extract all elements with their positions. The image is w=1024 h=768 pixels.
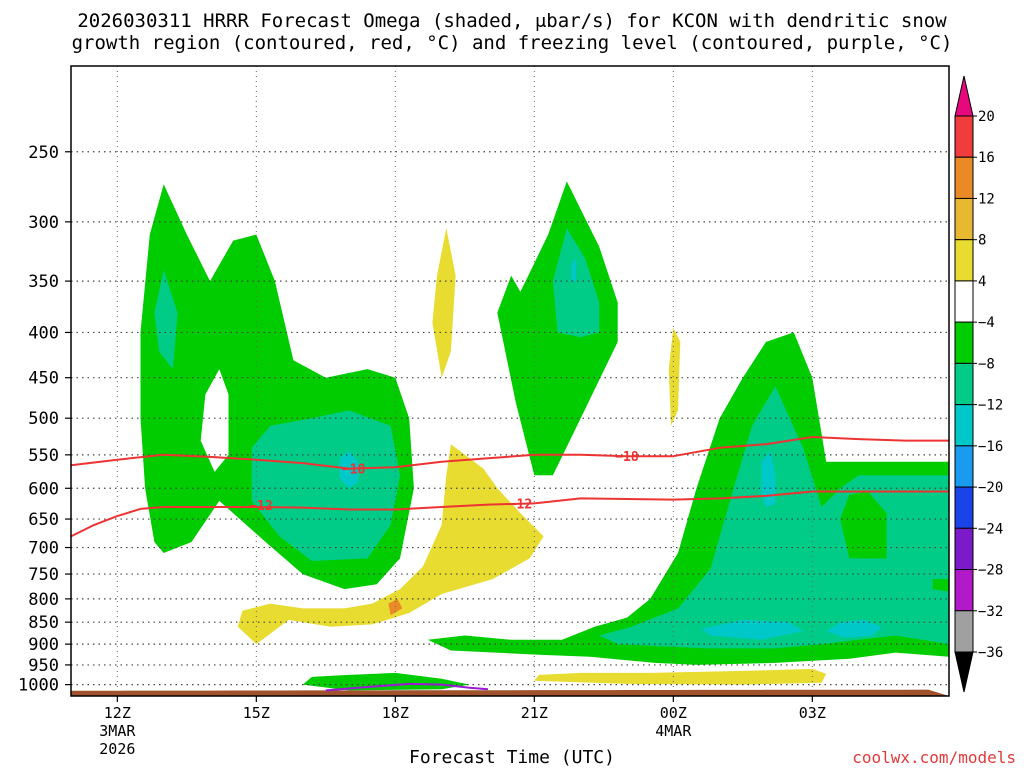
x-tick-label-15Z: 15Z (243, 704, 270, 722)
y-tick-label-950: 950 (28, 656, 59, 676)
y-tick-label-400: 400 (28, 323, 59, 343)
omega-region-3 (251, 410, 400, 561)
omega-region-16 (237, 444, 544, 645)
colorbar-box-7 (954, 404, 974, 447)
omega-region-18 (668, 327, 681, 426)
colorbar-box-11 (954, 569, 974, 612)
y-tick-label-800: 800 (28, 590, 59, 610)
y-tick-label-850: 850 (28, 613, 59, 633)
y-tick-label-300: 300 (28, 213, 59, 233)
y-tick-label-350: 350 (28, 272, 59, 292)
omega-region-20 (302, 672, 470, 691)
x-tick-year-12Z: 2026 (99, 740, 135, 758)
colorbar-box-1 (954, 156, 974, 199)
dgz-contour-label-0: −18 (342, 463, 366, 478)
omega-region-7 (571, 258, 576, 282)
y-tick-label-550: 550 (28, 446, 59, 466)
colorbar-label-1: 16 (978, 150, 995, 166)
x-tick-label-03Z: 03Z (799, 704, 826, 722)
plot-frame (70, 65, 950, 697)
colorbar-label-3: 8 (978, 233, 986, 249)
grid-lines (71, 66, 949, 696)
omega-region-11 (932, 579, 949, 592)
colorbar-box-0 (954, 115, 974, 158)
colorbar-box-12 (954, 610, 974, 653)
freezing-level-contour-0 (325, 682, 489, 692)
source-credit: coolwx.com/models (852, 748, 1016, 767)
colorbar-label-6: −8 (978, 356, 995, 372)
colorbar-label-8: −16 (978, 439, 1003, 455)
dgz-contour-label-1: −12 (249, 499, 272, 514)
y-axis: 2503003504004505005506006507007508008509… (18, 143, 71, 696)
colorbar-label-7: −12 (978, 398, 1003, 414)
colorbar-label-13: −36 (978, 645, 1003, 661)
colorbar-label-4: 4 (978, 274, 986, 290)
colorbar-box-8 (954, 445, 974, 488)
omega-region-9 (599, 386, 949, 649)
x-axis-label: Forecast Time (UTC) (409, 747, 615, 768)
colorbar-label-5: −4 (978, 315, 995, 331)
x-tick-label-21Z: 21Z (521, 704, 548, 722)
omega-region-14 (761, 451, 776, 507)
omega-region-19 (534, 668, 827, 685)
colorbar-bottom-triangle (954, 651, 974, 693)
colorbar-label-2: 12 (978, 191, 995, 207)
colorbar-box-9 (954, 486, 974, 529)
colorbar-box-2 (954, 197, 974, 241)
dgz-contour-label-repeat-1: −12 (509, 497, 532, 512)
omega-region-4 (339, 451, 359, 489)
chart-title-line-1: 2026030311 HRRR Forecast Omega (shaded, … (77, 10, 947, 32)
x-tick-label-12Z: 12Z (104, 704, 131, 722)
colorbar-label-0: 20 (978, 109, 995, 125)
dgz-contour-label-repeat-0: −18 (615, 450, 639, 465)
x-tick-label-18Z: 18Z (382, 704, 409, 722)
y-tick-label-700: 700 (28, 539, 59, 559)
x-tick-date-00Z: 4MAR (655, 722, 692, 740)
omega-region-17 (388, 598, 403, 616)
terrain-surface (71, 689, 949, 696)
y-tick-label-750: 750 (28, 565, 59, 585)
omega-region-6 (552, 228, 600, 338)
y-tick-label-900: 900 (28, 635, 59, 655)
omega-shaded-regions (140, 181, 949, 691)
y-tick-label-650: 650 (28, 510, 59, 530)
omega-region-2 (154, 270, 178, 370)
y-tick-label-250: 250 (28, 143, 59, 163)
omega-region-12 (701, 619, 804, 640)
colorbar-box-5 (954, 321, 974, 364)
y-tick-label-450: 450 (28, 369, 59, 389)
colorbar-label-12: −32 (978, 604, 1003, 620)
omega-region-10 (840, 491, 887, 559)
chart-title-line-2: growth region (contoured, red, °C) and f… (71, 32, 953, 54)
omega-region-13 (826, 619, 882, 638)
x-tick-label-00Z: 00Z (660, 704, 687, 722)
colorbar-box-3 (954, 239, 974, 282)
temperature-contours: −18 −12 −18 −12 (71, 436, 949, 692)
colorbar: 20 16 12 8 4 −4 −8 −12 −16 −20 −24 −28 −32 −36 (954, 75, 1003, 693)
omega-region-1 (200, 369, 229, 472)
y-tick-label-500: 500 (28, 409, 59, 429)
omega-region-15 (432, 228, 456, 378)
y-tick-label-600: 600 (28, 479, 59, 499)
x-tick-date-12Z: 3MAR (99, 722, 136, 740)
colorbar-label-9: −20 (978, 480, 1003, 496)
terrain-layer (71, 689, 949, 696)
dgz-contour-1 (71, 490, 949, 538)
colorbar-box-10 (954, 527, 974, 571)
colorbar-box-4 (954, 280, 974, 323)
dgz-contour-0 (71, 436, 949, 470)
colorbar-top-triangle (954, 75, 974, 117)
colorbar-label-10: −24 (978, 521, 1003, 537)
colorbar-box-6 (954, 362, 974, 406)
y-tick-label-1000: 1000 (18, 676, 59, 696)
colorbar-label-11: −28 (978, 563, 1003, 579)
